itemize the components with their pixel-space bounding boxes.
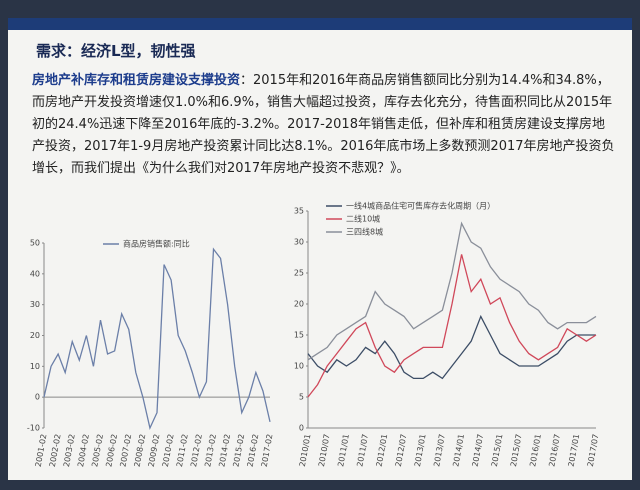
x-tick-label: 2002-02 bbox=[48, 433, 63, 467]
paragraph: 房地产补库存和租赁房建设支撑投资：2015年和2016年商品房销售额同比分别为1… bbox=[32, 70, 617, 180]
x-tick-label: 2007-02 bbox=[119, 433, 134, 467]
x-tick-label: 2014/01 bbox=[451, 433, 466, 467]
x-tick-label: 2011/07 bbox=[355, 433, 370, 467]
x-tick-label: 2011/01 bbox=[336, 433, 351, 467]
y-tick-label: 35 bbox=[294, 207, 304, 216]
paragraph-body: ：2015年和2016年商品房销售额同比分别为14.4%和34.8%，而房地产开… bbox=[32, 73, 615, 176]
x-tick-label: 2011-02 bbox=[175, 433, 190, 467]
series-line bbox=[307, 314, 596, 380]
legend-label: 三四线8城 bbox=[346, 227, 383, 237]
x-tick-label: 2008-02 bbox=[133, 433, 148, 467]
slide: 需求：经济L型，韧性强 房地产补库存和租赁房建设支撑投资：2015年和2016年… bbox=[8, 18, 632, 480]
x-tick-label: 2013-02 bbox=[203, 433, 218, 467]
y-tick-label: 0 bbox=[35, 393, 40, 402]
y-tick-label: 30 bbox=[294, 238, 304, 247]
y-tick-label: 20 bbox=[294, 300, 304, 309]
x-tick-label: 2009-02 bbox=[147, 433, 162, 467]
x-tick-label: 2016/07 bbox=[547, 433, 562, 467]
header-band bbox=[8, 18, 632, 30]
y-tick-label: 25 bbox=[294, 269, 304, 278]
x-tick-label: 2017/01 bbox=[567, 433, 582, 467]
x-tick-label: 2016-02 bbox=[246, 433, 261, 467]
y-tick-label: 0 bbox=[299, 424, 304, 433]
x-tick-label: 2001-02 bbox=[34, 433, 49, 467]
y-tick-label: 10 bbox=[30, 362, 40, 371]
y-tick-label: 15 bbox=[294, 331, 304, 340]
y-tick-label: 50 bbox=[30, 239, 40, 248]
series-line bbox=[307, 254, 597, 398]
x-tick-label: 2012/01 bbox=[375, 433, 390, 467]
x-tick-label: 2013/01 bbox=[413, 433, 428, 467]
x-tick-label: 2014-02 bbox=[217, 433, 232, 467]
y-tick-label: 10 bbox=[294, 362, 304, 371]
x-tick-label: 2015/01 bbox=[490, 433, 505, 467]
x-tick-label: 2015/07 bbox=[509, 433, 524, 467]
x-tick-label: 2010/07 bbox=[317, 433, 332, 467]
legend-label: 二线10城 bbox=[346, 214, 380, 224]
y-tick-label: 20 bbox=[30, 331, 40, 340]
y-tick-label: 5 bbox=[299, 393, 304, 402]
x-tick-label: 2012/07 bbox=[394, 433, 409, 467]
x-tick-label: 2010-02 bbox=[161, 433, 176, 467]
y-tick-label: 40 bbox=[30, 269, 40, 278]
x-tick-label: 2015-02 bbox=[232, 433, 247, 467]
x-tick-label: 2014/07 bbox=[471, 433, 486, 467]
x-tick-label: 2003-02 bbox=[62, 433, 77, 467]
series-line bbox=[307, 221, 597, 361]
y-tick-label: -10 bbox=[27, 424, 40, 433]
x-tick-label: 2005-02 bbox=[90, 433, 105, 467]
paragraph-lead: 房地产补库存和租赁房建设支撑投资 bbox=[32, 73, 241, 88]
x-tick-label: 2013/07 bbox=[432, 433, 447, 467]
x-tick-label: 2006-02 bbox=[104, 433, 119, 467]
x-tick-label: 2012-02 bbox=[189, 433, 204, 467]
slide-title: 需求：经济L型，韧性强 bbox=[36, 42, 196, 60]
series-line bbox=[43, 247, 271, 431]
y-tick-label: 30 bbox=[30, 300, 40, 309]
x-tick-label: 2017/07 bbox=[586, 433, 601, 467]
x-tick-label: 2016/01 bbox=[528, 433, 543, 467]
x-tick-label: 2017-02 bbox=[260, 433, 275, 467]
x-tick-label: 2004-02 bbox=[76, 433, 91, 467]
x-tick-label: 2010/01 bbox=[298, 433, 313, 467]
legend-label: 一线4城商品住宅可售库存去化周期（月） bbox=[346, 201, 495, 211]
legend-label: 商品房销售额:同比 bbox=[123, 239, 190, 249]
